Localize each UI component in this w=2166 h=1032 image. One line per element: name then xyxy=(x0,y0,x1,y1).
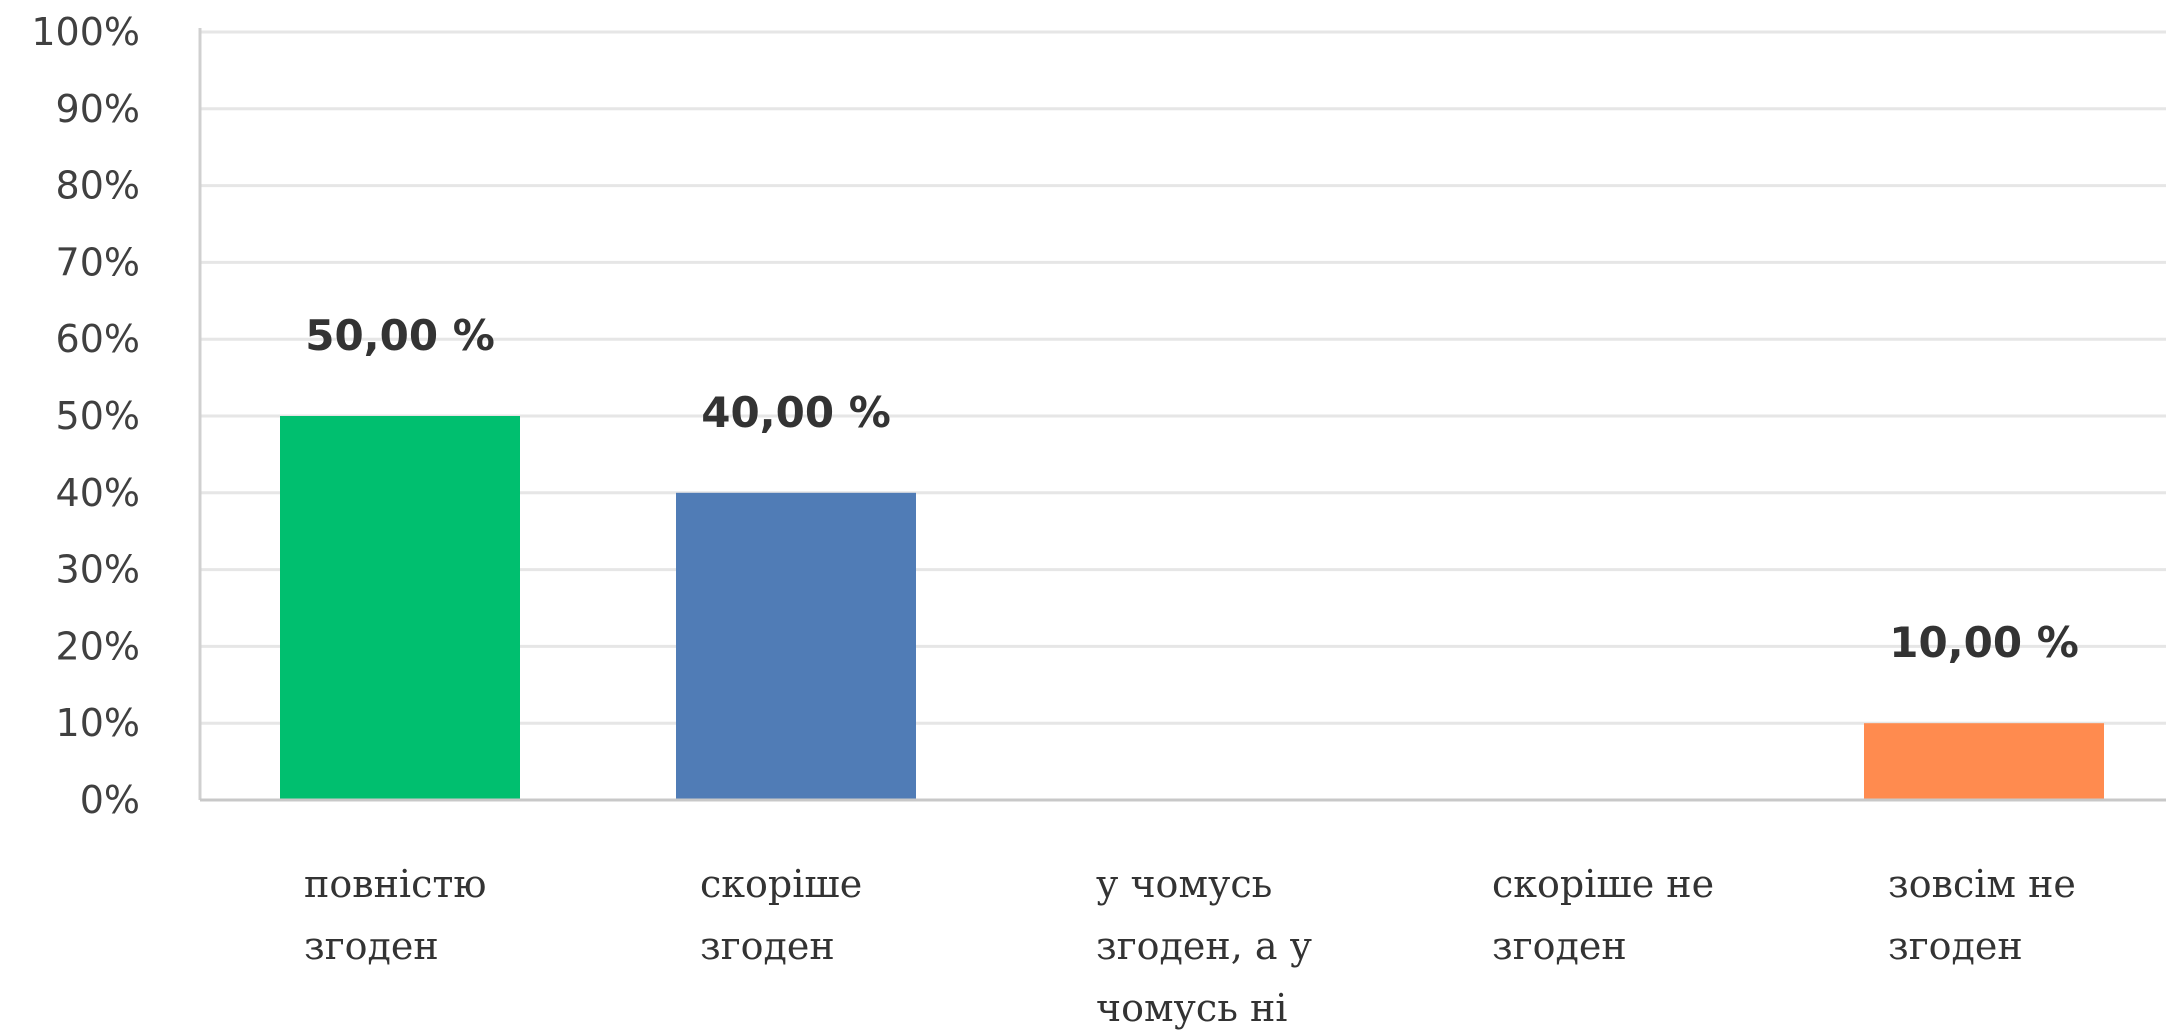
y-tick-label: 10% xyxy=(56,701,140,745)
axes xyxy=(198,28,2166,802)
y-tick-label: 30% xyxy=(56,548,140,592)
y-tick-label: 80% xyxy=(56,164,140,208)
data-labels: 50,00 % 40,00 % 10,00 % xyxy=(305,311,2079,667)
x-category-label: скоріше не згоден xyxy=(1492,862,1714,968)
x-category-label-line: згоден xyxy=(1888,924,2023,968)
y-tick-label: 90% xyxy=(56,87,140,131)
y-tick-label: 70% xyxy=(56,240,140,284)
x-category-label-line: чомусь ні xyxy=(1096,986,1287,1030)
y-tick-label: 60% xyxy=(56,317,140,361)
bars xyxy=(280,416,2104,800)
y-tick-label: 50% xyxy=(56,394,140,438)
data-label: 40,00 % xyxy=(701,388,891,437)
bar xyxy=(1864,723,2104,800)
y-axis-ticks: 0% 10% 20% 30% 40% 50% 60% 70% 80% 90% 100% xyxy=(31,10,140,822)
y-tick-label: 20% xyxy=(56,624,140,668)
x-category-label-line: скоріше xyxy=(700,862,862,906)
gridlines xyxy=(200,30,2166,725)
y-tick-label: 40% xyxy=(56,471,140,515)
x-category-label-line: повністю xyxy=(304,862,486,906)
x-category-label-line: у чомусь xyxy=(1096,862,1272,906)
bar xyxy=(676,492,916,800)
x-axis-categories: повністю згоден скоріше згоден у чомусь згоде… xyxy=(304,862,2076,1030)
x-category-label: повністю згоден xyxy=(304,862,486,968)
bar xyxy=(280,416,520,800)
data-label: 50,00 % xyxy=(305,311,495,360)
y-tick-label: 0% xyxy=(80,778,140,822)
x-category-label-line: зовсім не xyxy=(1888,862,2076,906)
data-label: 10,00 % xyxy=(1889,618,2079,667)
x-category-label-line: згоден, а у xyxy=(1096,924,1312,968)
x-category-label: зовсім не згоден xyxy=(1888,862,2076,968)
x-category-label-line: згоден xyxy=(1492,924,1627,968)
x-category-label: у чомусь згоден, а у чомусь ні xyxy=(1096,862,1312,1030)
x-category-label-line: згоден xyxy=(700,924,835,968)
x-category-label-line: скоріше не xyxy=(1492,862,1714,906)
y-tick-label: 100% xyxy=(31,10,140,54)
x-category-label: скоріше згоден xyxy=(700,862,862,968)
x-category-label-line: згоден xyxy=(304,924,439,968)
